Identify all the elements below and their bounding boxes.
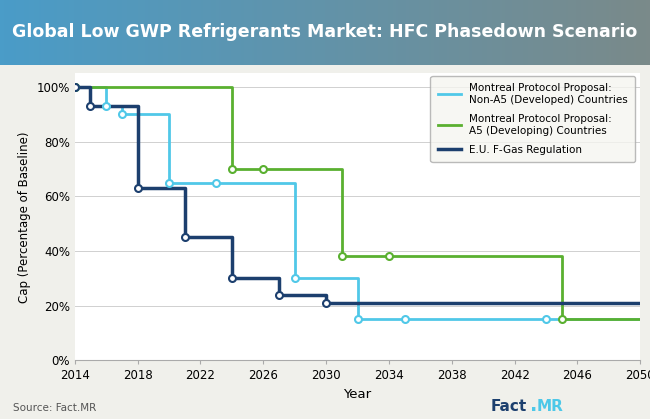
Text: .: . <box>530 396 538 416</box>
Text: Source: Fact.MR: Source: Fact.MR <box>13 403 96 413</box>
Y-axis label: Cap (Percentage of Baseline): Cap (Percentage of Baseline) <box>18 131 31 303</box>
Text: Global Low GWP Refrigerants Market: HFC Phasedown Scenario: Global Low GWP Refrigerants Market: HFC … <box>12 23 638 41</box>
Text: MR: MR <box>537 398 564 414</box>
Legend: Montreal Protocol Proposal:
Non-A5 (Developed) Countries, Montreal Protocol Prop: Montreal Protocol Proposal: Non-A5 (Deve… <box>430 76 635 162</box>
Text: Fact: Fact <box>491 398 527 414</box>
X-axis label: Year: Year <box>343 388 372 401</box>
